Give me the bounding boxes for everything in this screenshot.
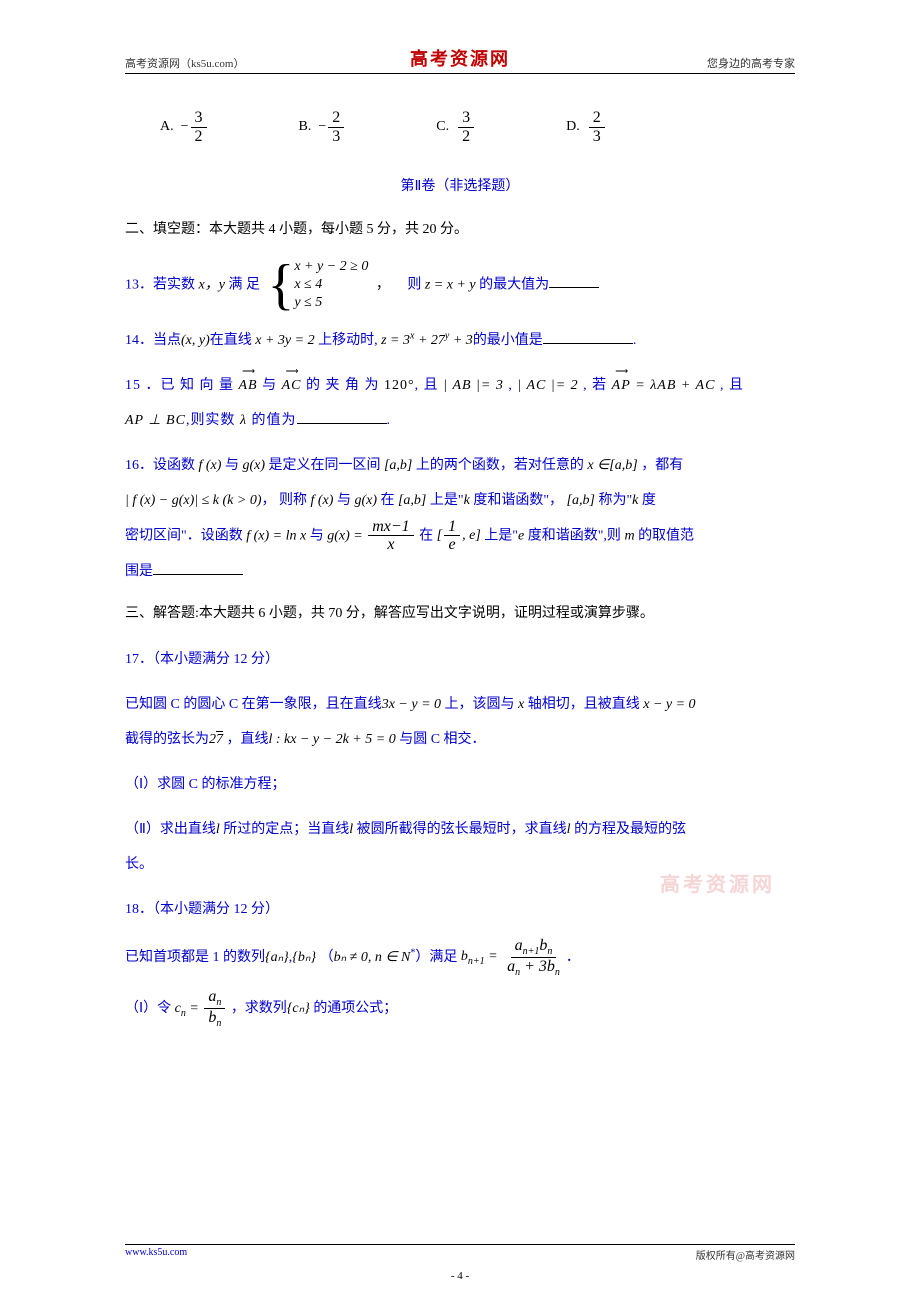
option-a-label: A. — [160, 119, 174, 135]
blank-13 — [549, 274, 599, 288]
problem-17-p1: （Ⅰ）求圆 C 的标准方程； — [125, 767, 795, 802]
section3-intro: 三、解答题:本大题共 6 小题，共 70 分，解答应写出文字说明，证明过程或演算… — [125, 599, 795, 630]
problem-16: 16．设函数 f (x) 与 g(x) 是定义在同一区间 [a,b] 上的两个函… — [125, 448, 795, 589]
page-number: - 4 - — [451, 1270, 469, 1282]
problem-18-body: 已知首项都是 1 的数列{aₙ},{bₙ} （bₙ ≠ 0, n ∈ N*）满足… — [125, 937, 795, 978]
section2-title: 第Ⅱ卷（非选择题） — [125, 175, 795, 195]
header-right: 您身边的高考专家 — [707, 55, 795, 71]
footer-copyright: 版权所有@高考资源网 — [696, 1247, 795, 1262]
watermark: 高考资源网 — [660, 868, 775, 897]
header-logo: 高考资源网 — [410, 45, 510, 71]
option-b-label: B. — [299, 119, 312, 135]
option-c: C. 32 — [436, 109, 476, 145]
page-header: 高考资源网（ks5u.com） 高考资源网 您身边的高考专家 — [125, 55, 795, 74]
problem-14: 14．当点(x, y)在直线 x + 3y = 2 上移动时, z = 3x +… — [125, 323, 795, 358]
header-left: 高考资源网（ks5u.com） — [125, 55, 244, 71]
blank-16 — [153, 561, 243, 575]
problem-18-p1: （Ⅰ）令 cn = anbn ，求数列{cₙ} 的通项公式； — [125, 988, 795, 1029]
problem-17-title: 17．（本小题满分 12 分） — [125, 642, 795, 677]
page-footer: www.ks5u.com 版权所有@高考资源网 — [125, 1244, 795, 1262]
option-d-label: D. — [566, 119, 580, 135]
problem-15: 15 ．已 知 向 量 ⟶AB 与 ⟶AC 的 夹 角 为 120°, 且 | … — [125, 368, 795, 438]
problem-13: 13．若实数 x，y 满 足 { x + y − 2 ≥ 0 x ≤ 4 y ≤… — [125, 258, 795, 313]
problem-17-body: 已知圆 C 的圆心 C 在第一象限，且在直线3x − y = 0 上，该圆与 x… — [125, 687, 795, 757]
option-a: A. −32 — [160, 109, 209, 145]
option-b: B. −23 — [299, 109, 347, 145]
blank-14 — [543, 330, 633, 344]
blank-15 — [297, 410, 387, 424]
option-c-label: C. — [436, 119, 449, 135]
footer-url: www.ks5u.com — [125, 1247, 187, 1262]
section2-intro: 二、填空题：本大题共 4 小题，每小题 5 分，共 20 分。 — [125, 215, 795, 246]
option-d: D. 23 — [566, 109, 607, 145]
answer-options: A. −32 B. −23 C. 32 D. 23 — [160, 109, 795, 145]
